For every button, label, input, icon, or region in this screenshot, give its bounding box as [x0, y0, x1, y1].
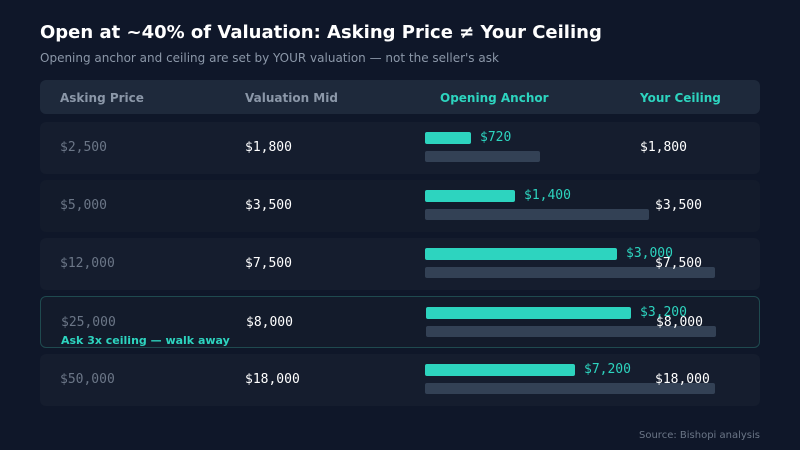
- header-valuation-mid: Valuation Mid: [245, 91, 338, 105]
- ceiling-value: $3,500: [655, 198, 702, 213]
- table-row: $5,000 $3,500 $1,400 $3,500: [40, 180, 760, 232]
- ceiling-bar: [425, 267, 715, 278]
- asking-price-value: $12,000: [60, 256, 115, 271]
- ceiling-bar: [425, 209, 649, 220]
- ceiling-value: $18,000: [655, 372, 710, 387]
- valuation-mid-value: $3,500: [245, 198, 292, 213]
- table-row: $12,000 $7,500 $3,000 $7,500: [40, 238, 760, 290]
- chart-title: Open at ~40% of Valuation: Asking Price …: [40, 22, 602, 43]
- asking-price-value: $2,500: [60, 140, 107, 155]
- ceiling-bar: [425, 151, 540, 162]
- header-your-ceiling: Your Ceiling: [640, 91, 721, 105]
- opening-anchor-bar: [425, 248, 617, 260]
- table-row: $50,000 $18,000 $7,200 $18,000: [40, 354, 760, 406]
- ceiling-value: $8,000: [656, 315, 703, 330]
- opening-anchor-label: $3,200: [640, 305, 687, 320]
- walk-away-warning: Ask 3x ceiling — walk away: [61, 334, 230, 347]
- ceiling-value: $1,800: [640, 140, 687, 155]
- opening-anchor-bar: [425, 364, 575, 376]
- valuation-mid-value: $8,000: [246, 315, 293, 330]
- asking-price-value: $25,000: [61, 315, 116, 330]
- ceiling-bar: [426, 326, 716, 337]
- asking-price-value: $5,000: [60, 198, 107, 213]
- valuation-mid-value: $1,800: [245, 140, 292, 155]
- table-row: $2,500 $1,800 $720 $1,800: [40, 122, 760, 174]
- table-row: $25,000 $8,000 $3,200 $8,000 Ask 3x ceiling …: [40, 296, 760, 348]
- ceiling-value: $7,500: [655, 256, 702, 271]
- opening-anchor-label: $1,400: [524, 188, 571, 203]
- header-opening-anchor: Opening Anchor: [440, 91, 549, 105]
- asking-price-value: $50,000: [60, 372, 115, 387]
- chart-subtitle: Opening anchor and ceiling are set by YO…: [40, 51, 499, 65]
- opening-anchor-bar: [426, 307, 631, 319]
- opening-anchor-label: $3,000: [626, 246, 673, 261]
- opening-anchor-label: $7,200: [584, 362, 631, 377]
- opening-anchor-label: $720: [480, 130, 512, 145]
- source-note: Source: Bishopi analysis: [639, 430, 760, 441]
- valuation-mid-value: $7,500: [245, 256, 292, 271]
- header-asking-price: Asking Price: [60, 91, 144, 105]
- ceiling-bar: [425, 383, 715, 394]
- table-header: Asking Price Valuation Mid Opening Ancho…: [40, 80, 760, 114]
- valuation-mid-value: $18,000: [245, 372, 300, 387]
- opening-anchor-bar: [425, 132, 471, 144]
- opening-anchor-bar: [425, 190, 515, 202]
